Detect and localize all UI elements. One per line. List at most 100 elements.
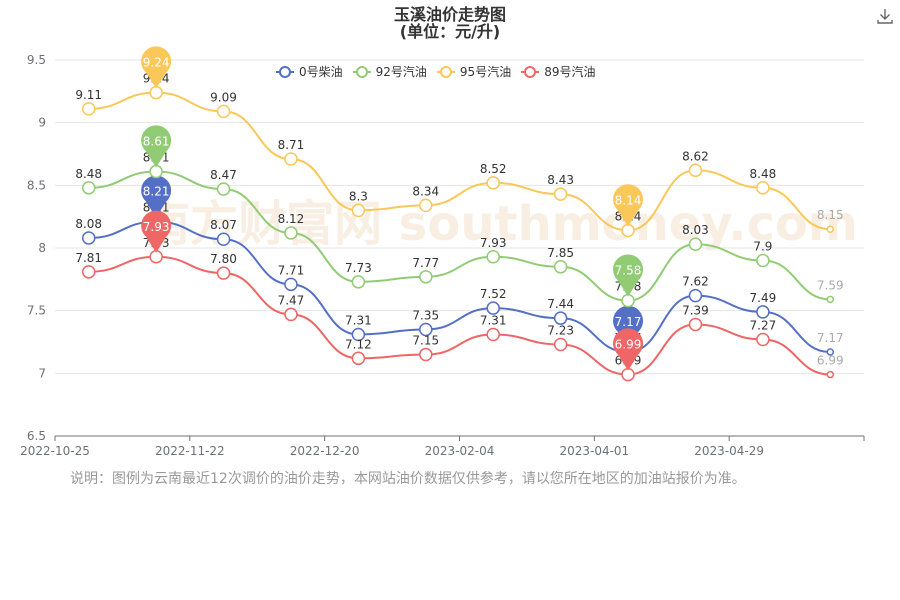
- data-point: [284, 307, 298, 322]
- legend-marker: [436, 65, 455, 78]
- data-point: [553, 260, 568, 274]
- y-tick-label: 8: [38, 241, 46, 255]
- data-point: [826, 348, 835, 356]
- data-point: [688, 288, 703, 303]
- data-label: 9.11: [75, 88, 102, 102]
- legend-label: 89号汽油: [544, 65, 596, 79]
- extreme-marker: [613, 254, 644, 297]
- data-point: [284, 226, 298, 240]
- data-point: [486, 301, 500, 315]
- data-label: 8.71: [278, 138, 305, 152]
- extreme-marker-label: 7.17: [615, 315, 642, 329]
- data-label: 7.81: [75, 251, 102, 265]
- data-point: [553, 187, 568, 201]
- data-label: 8.08: [75, 217, 102, 231]
- x-tick-label: 2023-02-04: [425, 444, 495, 458]
- x-tick-label: 2023-04-01: [559, 444, 629, 458]
- data-point: [486, 176, 500, 190]
- data-point: [486, 250, 500, 264]
- extreme-marker-label: 7.93: [143, 220, 170, 234]
- data-point: [81, 231, 96, 245]
- data-point: [284, 152, 298, 166]
- data-label: 7.52: [480, 287, 507, 301]
- data-point: [216, 266, 231, 280]
- data-label: 9.09: [210, 90, 237, 104]
- data-point: [419, 270, 433, 284]
- x-tick-label: 2022-10-25: [20, 444, 90, 458]
- legend-item-gasoline-89[interactable]: 89号汽油: [521, 63, 595, 80]
- data-point: [81, 265, 96, 279]
- data-label: 8.47: [210, 168, 237, 182]
- data-point: [81, 181, 96, 195]
- data-label: 8.12: [278, 212, 305, 226]
- data-label: 7.9: [753, 240, 772, 254]
- extreme-marker: [613, 184, 644, 227]
- y-tick-label: 7: [38, 366, 46, 380]
- data-point: [81, 102, 96, 116]
- chart-subtitle: (单位：元/升): [399, 22, 501, 41]
- data-point: [216, 182, 231, 196]
- legend-item-gasoline-95[interactable]: 95号汽油: [436, 63, 512, 80]
- x-tick-label: 2022-11-22: [155, 444, 225, 458]
- data-label: 7.31: [480, 313, 507, 327]
- legend-marker: [352, 65, 371, 78]
- data-label: 7.62: [682, 275, 709, 289]
- data-point: [351, 327, 366, 342]
- data-point: [756, 305, 770, 319]
- y-tick-label: 9.5: [27, 53, 46, 67]
- data-label: 8.03: [682, 223, 709, 237]
- data-point: [688, 237, 703, 251]
- extreme-marker: [141, 46, 172, 89]
- data-point: [419, 198, 433, 213]
- data-label: 7.77: [412, 256, 439, 270]
- data-point: [688, 317, 703, 332]
- legend-marker: [521, 65, 540, 78]
- data-label: 7.49: [750, 291, 777, 305]
- data-label: 8.48: [750, 167, 777, 181]
- legend-label: 0号柴油: [299, 65, 343, 79]
- extreme-marker-label: 9.24: [143, 56, 170, 70]
- legend-marker: [276, 65, 294, 78]
- data-label: 8.48: [75, 167, 102, 181]
- x-tick-label: 2022-12-20: [290, 444, 360, 458]
- data-label: 7.31: [345, 313, 372, 327]
- legend-item-diesel-0[interactable]: 0号柴油: [276, 63, 343, 80]
- data-label: 7.73: [345, 261, 372, 275]
- y-tick-label: 9: [38, 116, 46, 130]
- extreme-marker-label: 8.61: [143, 135, 170, 149]
- data-point: [419, 322, 433, 337]
- data-point: [419, 347, 433, 362]
- data-point: [826, 370, 835, 379]
- data-label: 8.07: [210, 218, 237, 232]
- extreme-marker-label: 7.58: [615, 264, 642, 278]
- data-point: [486, 327, 500, 342]
- chart-note: 说明：图例为云南最近12次调价的油价走势，本网站油价数据仅供参考，请以您所在地区…: [70, 471, 746, 487]
- extreme-marker: [613, 305, 644, 349]
- data-point: [756, 332, 770, 347]
- extreme-marker: [613, 328, 644, 371]
- data-label: 7.47: [278, 293, 305, 307]
- x-tick-label: 2023-04-29: [694, 444, 764, 458]
- legend-label: 95号汽油: [459, 65, 512, 79]
- data-label: 8.15: [817, 208, 844, 222]
- legend-item-gasoline-92[interactable]: 92号汽油: [352, 63, 427, 80]
- data-label: 6.99: [817, 354, 844, 368]
- data-label: 7.93: [480, 236, 507, 250]
- data-point: [756, 181, 770, 195]
- data-label: 8.43: [547, 173, 574, 187]
- extreme-marker-label: 8.14: [615, 193, 642, 207]
- data-label: 7.85: [547, 246, 574, 260]
- chart-legend: 0号柴油 92号汽油 95号汽油 89号汽油: [276, 63, 605, 80]
- data-label: 8.34: [412, 184, 439, 198]
- legend-label: 92号汽油: [375, 65, 427, 79]
- extreme-marker: [141, 175, 172, 218]
- data-point: [688, 163, 703, 178]
- data-label: 7.59: [817, 278, 844, 292]
- data-label: 7.35: [412, 308, 439, 322]
- data-point: [216, 104, 231, 119]
- data-point: [216, 232, 231, 246]
- download-icon[interactable]: [875, 6, 895, 26]
- data-label: 7.71: [278, 263, 305, 277]
- y-tick-label: 7.5: [27, 304, 46, 318]
- extreme-marker-label: 8.21: [143, 185, 170, 199]
